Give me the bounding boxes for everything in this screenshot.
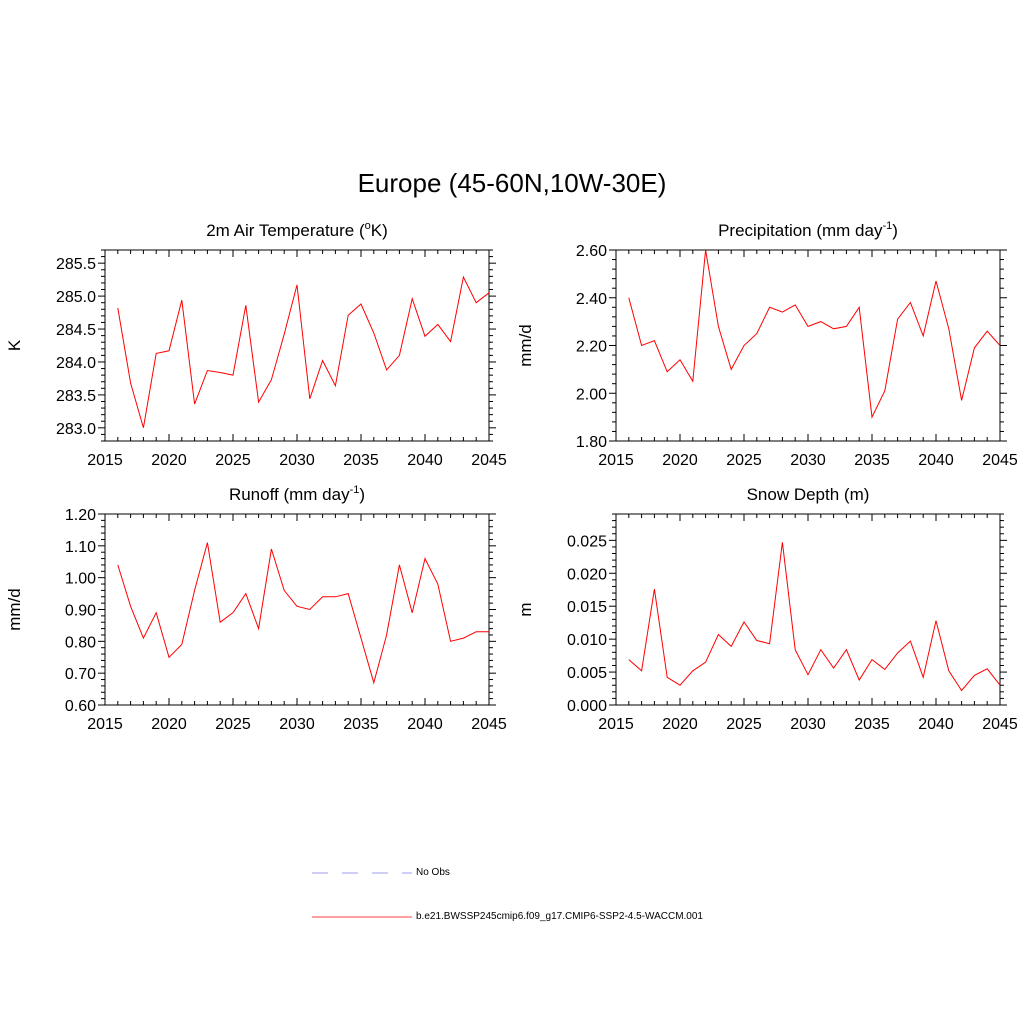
x-tick-label: 2030	[279, 452, 315, 469]
x-tick-label: 2020	[151, 716, 187, 733]
y-tick-label: 0.025	[567, 533, 607, 550]
legend	[312, 872, 412, 918]
panel-title: Snow Depth (m)	[747, 485, 870, 504]
x-tick-label: 2040	[918, 716, 954, 733]
plot-frame	[615, 249, 1001, 442]
y-tick-label: 283.5	[56, 388, 96, 405]
x-tick-label: 2040	[407, 716, 443, 733]
series-line-snow-depth	[628, 542, 1001, 692]
y-tick-label: 0.010	[567, 632, 607, 649]
y-tick-label: 2.20	[576, 339, 607, 356]
y-tick-label: 283.0	[56, 421, 96, 438]
panel-title: 2m Air Temperature (oK)	[206, 220, 388, 240]
x-tick-label: 2035	[343, 452, 379, 469]
y-tick-label: 0.60	[65, 698, 96, 715]
y-tick-label: 1.80	[576, 434, 607, 451]
y-axis-label: m	[516, 602, 535, 616]
x-tick-label: 2035	[854, 452, 890, 469]
x-tick-label: 2030	[790, 716, 826, 733]
panel-precipitation: 2015 2020 2025 2030 2035 2040 2045 1.80 2.00 2.20…	[516, 220, 1018, 469]
x-tick-label: 2040	[407, 452, 443, 469]
y-tick-label: 2.40	[576, 291, 607, 308]
y-axis-label: K	[5, 339, 24, 351]
y-tick-label: 0.80	[65, 634, 96, 651]
y-tick-label: 1.20	[65, 507, 96, 524]
panel-snow-depth: 2015 2020 2025 2030 2035 2040 2045 0.000 0.005 0.…	[516, 485, 1018, 733]
plot-frame	[615, 513, 1001, 706]
x-tick-label: 2025	[726, 452, 762, 469]
panel-air-temperature: 2015 2020 2025 2030 2035 2040 2045 283.0 283.5 28…	[5, 220, 507, 469]
legend-label-waccm: b.e21.BWSSP245cmip6.f09_g17.CMIP6-SSP2-4…	[416, 911, 703, 922]
y-tick-label: 0.015	[567, 599, 607, 616]
series-line-precipitation	[628, 249, 1001, 419]
x-tick-label: 2035	[854, 716, 890, 733]
y-tick-label: 285.0	[56, 289, 96, 306]
x-tick-label: 2025	[726, 716, 762, 733]
x-tick-label: 2025	[215, 716, 251, 733]
panel-runoff: 2015 2020 2025 2030 2035 2040 2045 0.60 0.70 0.80…	[5, 484, 507, 733]
x-tick-label: 2015	[87, 716, 123, 733]
series-line-runoff	[117, 542, 489, 685]
y-tick-label: 0.000	[567, 698, 607, 715]
y-tick-label: 0.90	[65, 603, 96, 620]
x-tick-label: 2045	[471, 452, 507, 469]
y-tick-label: 1.10	[65, 539, 96, 556]
y-tick-label: 2.00	[576, 386, 607, 403]
x-tick-label: 2045	[982, 716, 1018, 733]
x-tick-label: 2015	[598, 452, 634, 469]
y-tick-label: 1.00	[65, 571, 96, 588]
panel-title: Runoff (mm day-1)	[229, 484, 365, 504]
x-tick-label: 2045	[471, 716, 507, 733]
x-tick-label: 2045	[982, 452, 1018, 469]
plot-frame	[104, 513, 490, 706]
x-tick-label: 2030	[790, 452, 826, 469]
y-tick-label: 284.0	[56, 355, 96, 372]
x-tick-label: 2030	[279, 716, 315, 733]
x-tick-label: 2025	[215, 452, 251, 469]
y-tick-label: 0.020	[567, 566, 607, 583]
y-axis-label: mm/d	[5, 588, 24, 631]
y-tick-label: 285.5	[56, 256, 96, 273]
x-tick-label: 2040	[918, 452, 954, 469]
figure-title: Europe (45-60N,10W-30E)	[357, 168, 667, 198]
y-tick-label: 2.60	[576, 243, 607, 260]
series-line-air-temperature	[117, 275, 490, 428]
y-tick-label: 0.005	[567, 665, 607, 682]
y-tick-label: 284.5	[56, 322, 96, 339]
x-tick-label: 2015	[598, 716, 634, 733]
x-tick-label: 2020	[151, 452, 187, 469]
panel-title: Precipitation (mm day-1)	[718, 220, 898, 240]
x-tick-label: 2015	[87, 452, 123, 469]
legend-label-no-obs: No Obs	[416, 867, 450, 878]
x-tick-label: 2020	[662, 716, 698, 733]
x-tick-label: 2035	[343, 716, 379, 733]
y-axis-label: mm/d	[516, 324, 535, 367]
plot-frame	[104, 249, 490, 442]
x-tick-label: 2020	[662, 452, 698, 469]
y-tick-label: 0.70	[65, 666, 96, 683]
